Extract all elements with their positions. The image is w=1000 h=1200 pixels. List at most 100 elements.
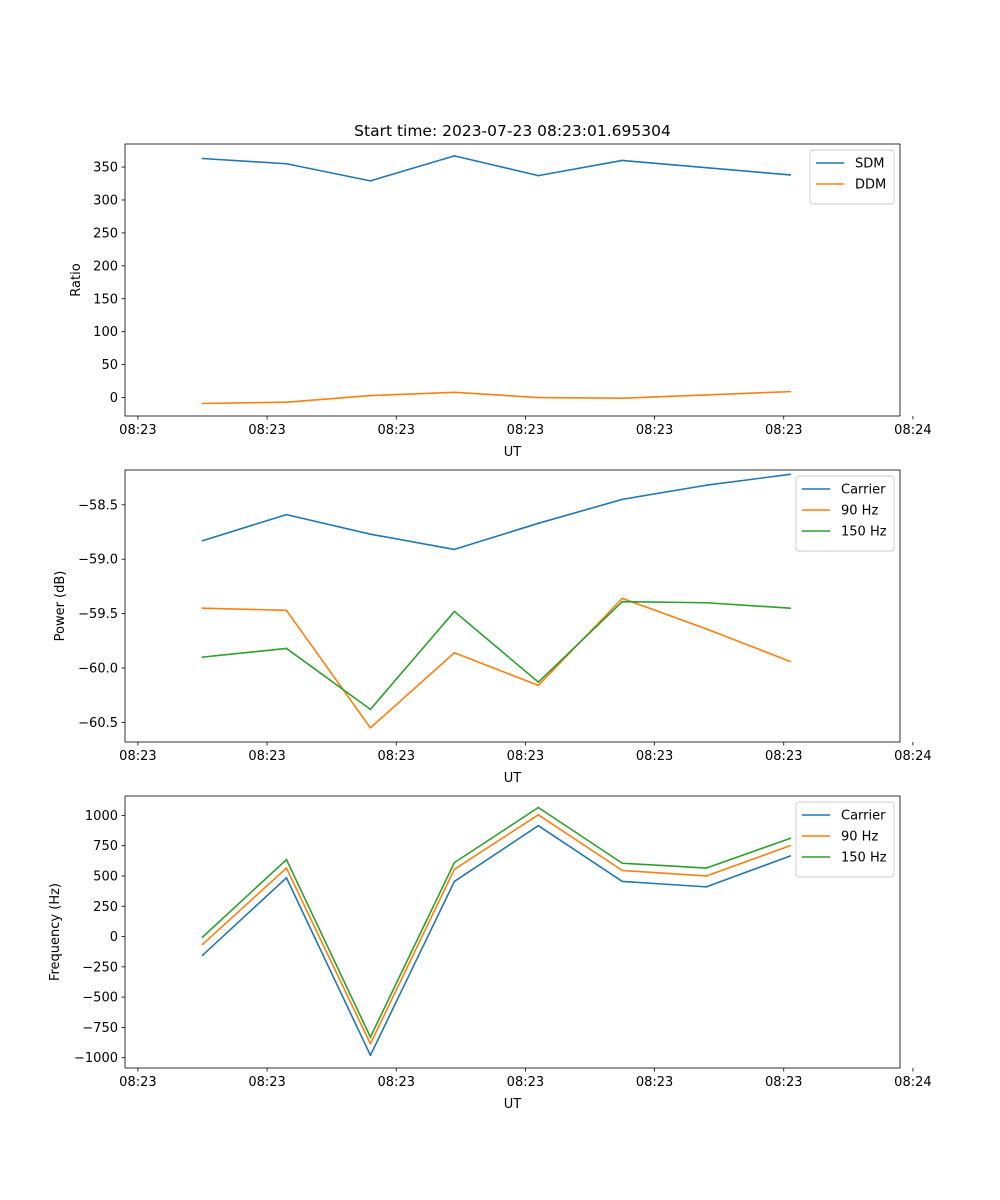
data-point bbox=[537, 681, 540, 684]
legend-label: 150 Hz bbox=[841, 525, 887, 540]
axes-frame bbox=[124, 143, 901, 417]
x-tick-label: 08:23 bbox=[636, 423, 673, 438]
y-tick-label: 150 bbox=[93, 292, 118, 307]
x-tick-label: 08:23 bbox=[765, 1075, 802, 1090]
data-point bbox=[453, 548, 456, 551]
data-point bbox=[621, 862, 624, 865]
x-tick-label: 08:23 bbox=[248, 1075, 285, 1090]
data-point bbox=[453, 610, 456, 613]
data-point bbox=[789, 837, 792, 840]
legend: SDM DDM bbox=[809, 149, 895, 205]
y-tick-label: −60.5 bbox=[78, 716, 118, 731]
series-line-150-hz bbox=[201, 806, 791, 1038]
series-line-90-hz bbox=[201, 813, 791, 1045]
legend-label: 150 Hz bbox=[841, 851, 887, 866]
chart-title: Start time: 2023-07-23 08:23:01.695304 bbox=[354, 122, 671, 140]
legend-label: Carrier bbox=[841, 483, 886, 498]
y-tick-label: 300 bbox=[93, 193, 118, 208]
y-tick-label: 50 bbox=[101, 358, 118, 373]
y-tick-label: 0 bbox=[110, 930, 118, 945]
data-point bbox=[705, 484, 708, 487]
legend-label: 90 Hz bbox=[841, 504, 878, 519]
data-point bbox=[201, 943, 204, 946]
x-tick-label: 08:23 bbox=[119, 749, 156, 764]
data-point bbox=[369, 726, 372, 729]
data-point bbox=[201, 607, 204, 610]
data-point bbox=[789, 390, 792, 393]
y-tick-label: 100 bbox=[93, 325, 118, 340]
data-point bbox=[789, 607, 792, 610]
x-tick-label: 08:23 bbox=[507, 423, 544, 438]
data-point bbox=[705, 627, 708, 630]
data-point bbox=[285, 858, 288, 861]
data-point bbox=[789, 844, 792, 847]
data-point bbox=[621, 397, 624, 400]
series-line-carrier bbox=[202, 473, 791, 551]
data-point bbox=[453, 154, 456, 157]
data-point bbox=[201, 656, 204, 659]
subplot-2: 08:23 08:23 08:23 08:23 08:23 08:23 08:24 −60.5… bbox=[53, 469, 932, 786]
y-tick-label: 200 bbox=[93, 259, 118, 274]
data-point bbox=[621, 600, 624, 603]
data-point bbox=[369, 533, 372, 536]
x-tick-label: 08:23 bbox=[507, 749, 544, 764]
data-point bbox=[621, 159, 624, 162]
x-tick-label: 08:23 bbox=[378, 749, 415, 764]
x-tick-label: 08:23 bbox=[119, 1075, 156, 1090]
data-point bbox=[453, 391, 456, 394]
data-point bbox=[369, 1042, 372, 1045]
y-tick-label: −58.5 bbox=[78, 498, 118, 513]
subplot-1: 08:23 08:23 08:23 08:23 08:23 08:23 08:24 0 50 10… bbox=[69, 122, 932, 460]
data-point bbox=[621, 880, 624, 883]
series-line-ddm bbox=[202, 390, 791, 405]
data-point bbox=[201, 936, 204, 939]
data-point bbox=[621, 869, 624, 872]
data-point bbox=[201, 539, 204, 542]
legend-box bbox=[795, 475, 895, 552]
x-tick-label: 08:23 bbox=[248, 423, 285, 438]
data-point bbox=[537, 174, 540, 177]
data-point bbox=[537, 813, 540, 816]
y-tick-label: −750 bbox=[82, 1021, 118, 1036]
data-point bbox=[789, 660, 792, 663]
data-point bbox=[705, 875, 708, 877]
data-point bbox=[705, 601, 708, 604]
legend-label: Carrier bbox=[841, 809, 886, 824]
x-tick-label: 08:23 bbox=[248, 749, 285, 764]
series-line-90-hz bbox=[202, 597, 791, 729]
subplot-3: 08:23 08:23 08:23 08:23 08:23 08:23 08:24 −1000… bbox=[48, 795, 932, 1112]
x-tick-label: 08:23 bbox=[507, 1075, 544, 1090]
data-point bbox=[369, 394, 372, 397]
legend-label: SDM bbox=[855, 157, 884, 172]
data-point bbox=[201, 402, 204, 405]
y-tick-label: 350 bbox=[93, 161, 118, 176]
y-tick-label: 250 bbox=[93, 226, 118, 241]
series-line-150-hz bbox=[202, 600, 791, 711]
x-tick-label: 08:23 bbox=[378, 423, 415, 438]
x-tick-label: 08:23 bbox=[119, 423, 156, 438]
data-point bbox=[285, 162, 288, 165]
data-point bbox=[285, 867, 288, 869]
data-point bbox=[453, 651, 456, 654]
y-tick-label: 0 bbox=[110, 391, 118, 406]
y-tick-label: 500 bbox=[93, 869, 118, 884]
data-point bbox=[789, 855, 792, 857]
axes-frame bbox=[124, 469, 901, 743]
y-tick-label: 750 bbox=[93, 839, 118, 854]
y-tick-label: −250 bbox=[82, 960, 118, 975]
data-point bbox=[453, 868, 456, 871]
series-line-sdm bbox=[202, 155, 791, 182]
data-point bbox=[201, 954, 204, 957]
series-line-carrier bbox=[201, 824, 791, 1057]
x-axis-label: UT bbox=[504, 1097, 522, 1112]
data-point bbox=[285, 513, 288, 516]
data-point bbox=[369, 1054, 372, 1057]
data-point bbox=[705, 166, 708, 169]
legend-label: 90 Hz bbox=[841, 830, 878, 845]
data-point bbox=[789, 473, 792, 476]
x-tick-label: 08:24 bbox=[894, 423, 931, 438]
y-tick-label: −1000 bbox=[74, 1051, 118, 1066]
data-point bbox=[369, 179, 372, 182]
data-point bbox=[705, 867, 708, 869]
